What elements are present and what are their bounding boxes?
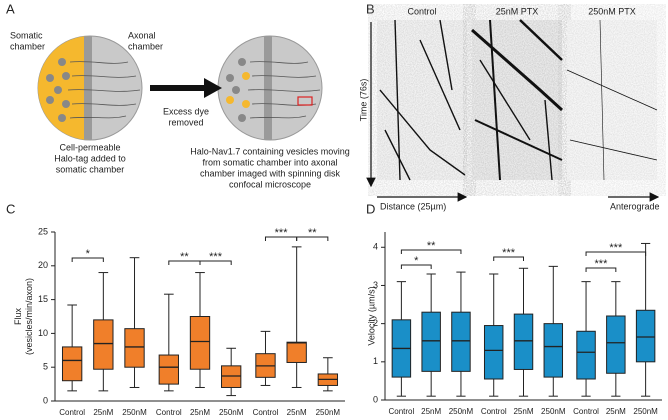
x-tick-label: 250nM <box>122 408 147 417</box>
y-tick-label: 10 <box>38 328 48 338</box>
box <box>93 319 114 370</box>
x-tick-label: 25nM <box>606 407 626 416</box>
significance-label: * <box>86 248 91 260</box>
time-label: Time (76s) <box>358 79 368 122</box>
kymographs <box>366 19 660 202</box>
label: chamber <box>128 41 163 51</box>
significance-label: *** <box>209 251 223 263</box>
x-tick-label: 25nM <box>287 408 307 417</box>
y-axis-label: (vesicles/min/axon) <box>24 278 34 355</box>
x-tick-label: Control <box>388 407 414 416</box>
significance-label: *** <box>275 227 289 239</box>
y-tick-label: 5 <box>43 362 48 372</box>
box <box>286 341 307 363</box>
x-tick-label: 25nM <box>421 407 441 416</box>
label: chamber <box>10 41 45 51</box>
box <box>451 311 471 372</box>
significance-bracket <box>585 251 647 256</box>
box <box>483 325 504 380</box>
significance-bracket <box>296 236 329 241</box>
significance-label: *** <box>502 247 516 259</box>
x-tick-label: 250nM <box>449 407 474 416</box>
label: Axonal <box>128 30 156 40</box>
significance-bracket <box>71 257 104 262</box>
y-axis-label: Velocity (µm/s) <box>366 286 376 345</box>
panel-letter: D <box>366 201 375 216</box>
x-tick-label: 250nM <box>541 407 566 416</box>
kymograph-title: 25nM PTX <box>496 6 539 16</box>
y-tick-label: 0 <box>373 394 378 404</box>
y-tick-label: 20 <box>38 260 48 270</box>
direction-label: Anterograde <box>610 201 660 211</box>
caption: confocal microscope <box>229 179 311 189</box>
box <box>606 315 626 374</box>
x-tick-label: 25nM <box>513 407 533 416</box>
box <box>158 354 179 385</box>
label: Excess dye <box>163 106 209 116</box>
schematic <box>37 35 323 141</box>
x-tick-label: Control <box>253 408 279 417</box>
y-tick-label: 3 <box>373 280 378 290</box>
distance-label: Distance (25µm) <box>380 201 446 211</box>
x-tick-label: 25nM <box>93 408 113 417</box>
caption: from somatic chamber into axonal <box>202 157 337 167</box>
x-tick-label: 250nM <box>316 408 341 417</box>
caption: Halo-tag added to <box>54 153 126 163</box>
significance-bracket <box>199 260 232 265</box>
box <box>189 316 211 370</box>
significance-label: *** <box>595 258 609 270</box>
y-axis-label: Flux <box>13 308 23 326</box>
kymograph-title: Control <box>407 6 436 16</box>
box <box>221 365 242 388</box>
caption: somatic chamber <box>56 164 125 174</box>
significance-label: ** <box>427 240 436 252</box>
kymograph-title: 250nM PTX <box>588 6 636 16</box>
box <box>513 313 534 370</box>
panel-letter: C <box>6 201 15 216</box>
label: removed <box>168 117 203 127</box>
significance-bracket <box>493 256 524 261</box>
significance-label: * <box>414 255 419 267</box>
x-tick-label: 250nM <box>633 407 658 416</box>
box <box>635 309 656 363</box>
label: Somatic <box>10 30 43 40</box>
significance-label: ** <box>180 251 189 263</box>
caption: chamber imaged with spinning disk <box>200 168 341 178</box>
panel-letter: A <box>6 1 15 16</box>
y-tick-label: 25 <box>38 226 48 236</box>
x-tick-label: Control <box>573 407 599 416</box>
x-tick-label: Control <box>481 407 507 416</box>
caption: Halo-Nav1.7 containing vesicles moving <box>190 146 350 156</box>
x-tick-label: 250nM <box>219 408 244 417</box>
x-tick-label: Control <box>156 408 182 417</box>
significance-bracket <box>400 264 432 269</box>
x-tick-label: Control <box>59 408 85 417</box>
y-tick-label: 4 <box>373 242 378 252</box>
caption: Cell-permeable <box>59 142 120 152</box>
significance-label: *** <box>609 242 623 254</box>
y-tick-label: 1 <box>373 356 378 366</box>
significance-bracket <box>400 249 462 254</box>
y-tick-label: 2 <box>373 318 378 328</box>
y-tick-label: 0 <box>43 395 48 405</box>
box <box>543 323 564 378</box>
box <box>124 328 145 368</box>
panel-letter: B <box>366 1 375 16</box>
box <box>421 311 441 372</box>
box <box>61 346 83 382</box>
x-tick-label: 25nM <box>190 408 210 417</box>
significance-label: ** <box>308 227 317 239</box>
significance-bracket <box>585 267 617 272</box>
y-tick-label: 15 <box>38 294 48 304</box>
box <box>576 330 596 380</box>
